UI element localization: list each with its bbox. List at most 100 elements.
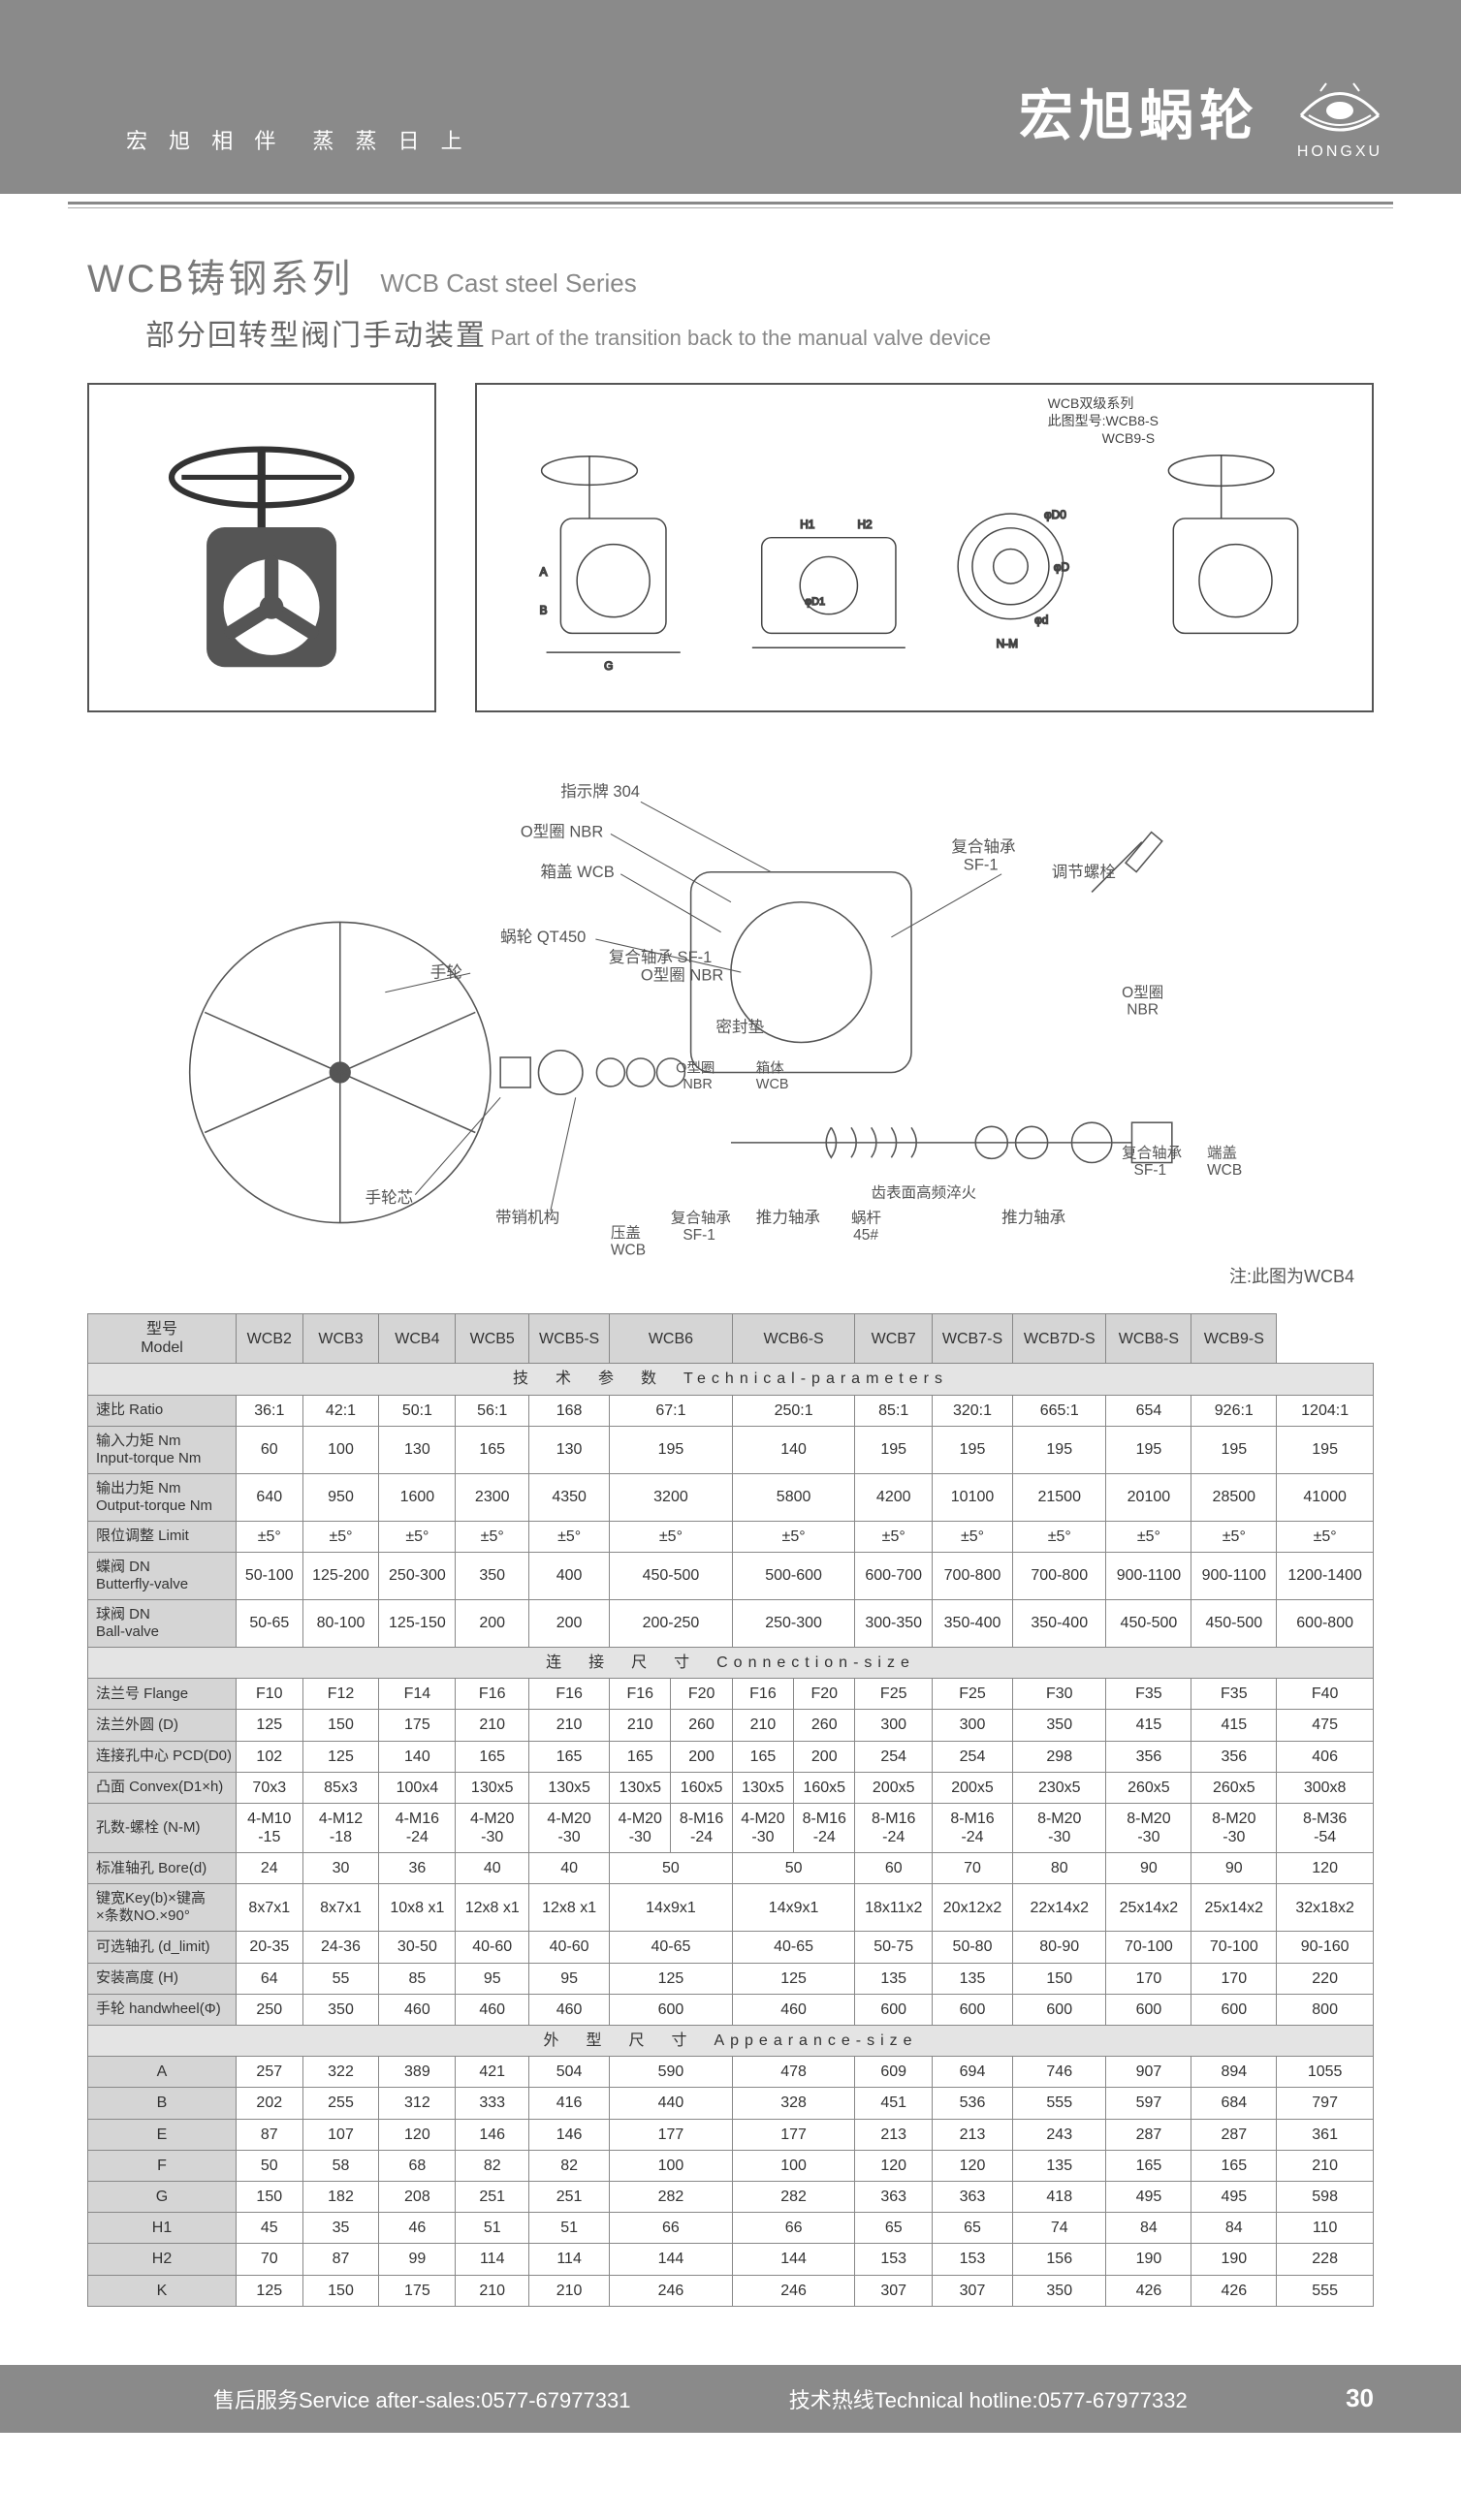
table-cell: 597 [1106, 2088, 1191, 2119]
table-cell: F16 [529, 1679, 610, 1710]
table-row: G150182208251251282282363363418495495598 [88, 2181, 1374, 2212]
table-cell: 165 [1191, 2150, 1277, 2181]
table-cell: 70x3 [237, 1772, 303, 1803]
table-cell: 80-90 [1013, 1932, 1106, 1963]
table-cell: ±5° [933, 1521, 1013, 1552]
table-cell: 350 [1013, 2275, 1106, 2306]
row-label: 法兰号 Flange [88, 1679, 237, 1710]
dimension-drawing-box: WCB双级系列 此图型号:WCB8-S WCB9-S G A B [475, 383, 1374, 712]
table-cell: 260x5 [1106, 1772, 1191, 1803]
brand-cn: 宏旭蜗轮 [1019, 73, 1259, 151]
table-cell: 495 [1191, 2181, 1277, 2212]
svg-text:SF-1: SF-1 [1133, 1162, 1166, 1179]
table-cell: 415 [1191, 1710, 1277, 1741]
svg-text:B: B [540, 604, 548, 617]
table-cell: 8x7x1 [302, 1884, 379, 1932]
table-cell: 4200 [855, 1473, 933, 1521]
svg-text:压盖: 压盖 [610, 1224, 640, 1242]
row-label: 输出力矩 NmOutput-torque Nm [88, 1473, 237, 1521]
svg-text:NBR: NBR [683, 1077, 713, 1092]
table-cell: 251 [529, 2181, 610, 2212]
table-cell: 60 [855, 1853, 933, 1884]
svg-text:H2: H2 [857, 518, 872, 531]
table-cell: 254 [855, 1741, 933, 1772]
table-cell: 1200-1400 [1277, 1552, 1374, 1599]
svg-text:φD: φD [1054, 561, 1069, 575]
table-cell: 460 [456, 1994, 529, 2025]
svg-text:G: G [604, 659, 613, 673]
table-cell: 12x8 x1 [529, 1884, 610, 1932]
svg-text:指示牌 304: 指示牌 304 [560, 782, 640, 801]
svg-text:A: A [540, 566, 548, 580]
table-cell: 684 [1191, 2088, 1277, 2119]
model-col: WCB6-S [732, 1314, 855, 1364]
table-row: 手轮 handwheel(Φ)2503504604604606004606006… [88, 1994, 1374, 2025]
table-cell: 195 [610, 1426, 733, 1473]
table-cell: 120 [1277, 1853, 1374, 1884]
table-cell: 8x7x1 [237, 1884, 303, 1932]
table-cell: 665:1 [1013, 1395, 1106, 1426]
table-cell: 74 [1013, 2213, 1106, 2244]
table-cell: 165 [456, 1741, 529, 1772]
table-cell: 40-60 [456, 1932, 529, 1963]
table-cell: 4-M20-30 [456, 1803, 529, 1852]
table-row: 限位调整 Limit±5°±5°±5°±5°±5°±5°±5°±5°±5°±5°… [88, 1521, 1374, 1552]
table-cell: 287 [1191, 2119, 1277, 2150]
svg-text:蜗轮 QT450: 蜗轮 QT450 [500, 928, 586, 946]
row-label: 限位调整 Limit [88, 1521, 237, 1552]
row-label: 可选轴孔 (d_limit) [88, 1932, 237, 1963]
table-cell: 255 [302, 2088, 379, 2119]
table-cell: 100 [610, 2150, 733, 2181]
svg-text:复合轴承: 复合轴承 [670, 1210, 730, 1227]
table-cell: 298 [1013, 1741, 1106, 1772]
table-cell: 190 [1191, 2244, 1277, 2275]
table-cell: 165 [456, 1426, 529, 1473]
table-cell: 250-300 [732, 1599, 855, 1647]
table-cell: 95 [456, 1963, 529, 1994]
table-cell: 87 [237, 2119, 303, 2150]
table-cell: 800 [1277, 1994, 1374, 2025]
table-row: A257322389421504590478609694746907894105… [88, 2057, 1374, 2088]
table-cell: F20 [794, 1679, 855, 1710]
product-render-box [87, 383, 436, 712]
table-cell: 50:1 [379, 1395, 456, 1426]
table-cell: 1204:1 [1277, 1395, 1374, 1426]
section-row: 连 接 尺 寸 Connection-size [88, 1647, 1374, 1678]
table-cell: 144 [732, 2244, 855, 2275]
table-cell: 40 [456, 1853, 529, 1884]
table-cell: 125 [237, 2275, 303, 2306]
table-cell: 125 [302, 1741, 379, 1772]
table-cell: 165 [529, 1741, 610, 1772]
section-row: 外 型 尺 寸 Appearance-size [88, 2026, 1374, 2057]
model-col: WCB4 [379, 1314, 456, 1364]
table-cell: 100 [732, 2150, 855, 2181]
table-cell: 130x5 [610, 1772, 671, 1803]
row-label: 凸面 Convex(D1×h) [88, 1772, 237, 1803]
table-cell: 153 [855, 2244, 933, 2275]
table-cell: ±5° [1191, 1521, 1277, 1552]
table-cell: 80 [1013, 1853, 1106, 1884]
table-cell: 8-M16-24 [855, 1803, 933, 1852]
table-cell: 243 [1013, 2119, 1106, 2150]
table-cell: 797 [1277, 2088, 1374, 2119]
header-tagline: 宏 旭 相 伴 蒸 蒸 日 上 [126, 124, 470, 165]
table-cell: 55 [302, 1963, 379, 1994]
table-cell: 70-100 [1191, 1932, 1277, 1963]
table-cell: 125 [732, 1963, 855, 1994]
table-cell: 175 [379, 2275, 456, 2306]
table-cell: 4-M20-30 [529, 1803, 610, 1852]
table-cell: 80-100 [302, 1599, 379, 1647]
table-cell: F12 [302, 1679, 379, 1710]
table-cell: 600 [1013, 1994, 1106, 2025]
table-cell: 135 [855, 1963, 933, 1994]
table-cell: F16 [732, 1679, 793, 1710]
svg-text:N-M: N-M [997, 638, 1018, 651]
table-cell: ±5° [1013, 1521, 1106, 1552]
table-cell: 4350 [529, 1473, 610, 1521]
table-cell: 20100 [1106, 1473, 1191, 1521]
table-cell: 257 [237, 2057, 303, 2088]
page-footer: 售后服务Service after-sales:0577-67977331 技术… [0, 2365, 1461, 2433]
table-cell: 50-75 [855, 1932, 933, 1963]
page-header: 宏 旭 相 伴 蒸 蒸 日 上 宏旭蜗轮 HONGXU [0, 0, 1461, 194]
table-cell: 228 [1277, 2244, 1374, 2275]
